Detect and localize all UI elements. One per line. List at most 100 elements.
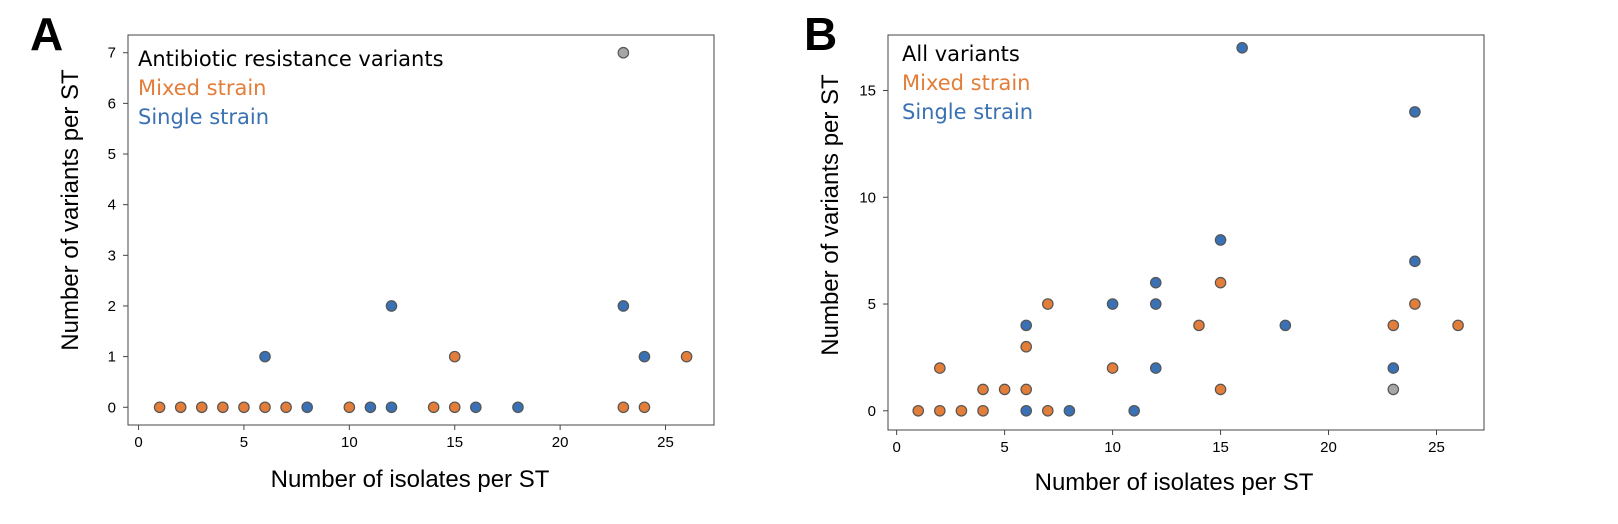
- panel-a-y-tick-label: 5: [108, 146, 116, 163]
- panel-b-x-tick-label: 5: [1000, 439, 1008, 456]
- panel-a-x-tick-label: 20: [552, 434, 569, 451]
- panel-b-x-tick-label: 25: [1428, 439, 1445, 456]
- panel-b-point-single: [1149, 362, 1162, 374]
- panel-b-legend-title: All variants: [902, 42, 1020, 66]
- panel-b-point-mixed: [912, 404, 925, 417]
- panel-a-point-single: [385, 401, 398, 414]
- panel-b-points: [912, 42, 1464, 417]
- panel-b-point-mixed: [934, 362, 946, 374]
- panel-a-x-tick-label: 15: [446, 434, 463, 451]
- panel-a-plot-frame: [127, 34, 715, 426]
- panel-a-y-tick-label: 3: [108, 247, 116, 264]
- panel-b-x-tick-label: 0: [892, 439, 900, 456]
- panel-a-x-tick-label: 5: [240, 434, 248, 451]
- panel-b-point-single: [1063, 404, 1076, 417]
- panel-a-point-mixed: [427, 401, 440, 414]
- panel-b-point-mixed: [1041, 404, 1054, 417]
- panel-a-y-axis-label: Number of variants per ST: [57, 69, 84, 351]
- panel-b-y-axis-label: Number of variants per ST: [817, 74, 844, 356]
- panel-a-point-mixed: [217, 401, 229, 414]
- panel-b-legend-mixed: Mixed strain: [902, 71, 1030, 95]
- panel-a-letter: A: [30, 8, 63, 60]
- panel-b-point-single: [1106, 298, 1119, 310]
- panel-b-y-tick-label: 5: [868, 296, 876, 313]
- panel-b-point-single: [1128, 404, 1140, 417]
- panel-b-point-mixed: [1041, 298, 1054, 310]
- panel-b-point-mixed: [955, 404, 968, 417]
- panel-b-point-single: [1020, 404, 1033, 417]
- panel-b-point-single: [1409, 255, 1421, 268]
- panel-b-x-tick-label: 10: [1104, 439, 1121, 456]
- panel-b-point-mixed: [977, 404, 989, 417]
- panel-a-y-tick-label: 2: [108, 298, 116, 315]
- panel-b-point-mixed: [1214, 276, 1227, 289]
- panel-a-point-mixed: [617, 401, 630, 414]
- panel-b-ticks: 0 5 10 15 20 25 0 5 10 15: [859, 83, 1445, 456]
- panel-b-point-mixed: [1387, 319, 1400, 332]
- panel-a-ticks: 0 5 10 15 20 25 0 1 2 3 4 5 6 7: [108, 45, 674, 451]
- panel-b-x-axis-label: Number of isolates per ST: [1035, 469, 1314, 496]
- panel-a-y-tick-label: 4: [108, 197, 116, 214]
- panel-a-point-both: [617, 46, 630, 59]
- panel-a-point-mixed: [448, 401, 461, 414]
- panel-b-letter: B: [804, 8, 837, 60]
- panel-a-point-single: [259, 350, 271, 363]
- panel-b-point-single: [1149, 298, 1162, 310]
- panel-b-legend-single: Single strain: [902, 100, 1033, 124]
- panel-a-point-mixed: [343, 401, 356, 414]
- panel-b-point-single: [1020, 319, 1033, 332]
- panel-a-point-single: [301, 401, 313, 414]
- panel-a-points: [153, 46, 693, 414]
- panel-a-point-single: [512, 401, 524, 414]
- panel-a-point-mixed: [638, 401, 651, 414]
- panel-a-y-tick-label: 6: [108, 95, 116, 112]
- panel-b-x-tick-label: 20: [1320, 439, 1337, 456]
- panel-b-plot-frame: [887, 34, 1485, 431]
- panel-b-point-mixed: [934, 404, 946, 417]
- panel-a-point-single: [385, 300, 398, 312]
- panel-b-point-single: [1236, 42, 1248, 54]
- panel-a-y-tick-label: 7: [108, 45, 116, 62]
- panel-a: A 0 5 10 15 20 25 0 1 2 3 4 5 6 7 Number of isolates …: [30, 8, 715, 493]
- panel-a-x-tick-label: 25: [657, 434, 674, 451]
- panel-a-point-mixed: [153, 401, 166, 414]
- panel-b-point-mixed: [1193, 319, 1205, 332]
- panel-a-legend-mixed: Mixed strain: [138, 76, 266, 100]
- panel-b-point-mixed: [1214, 383, 1227, 396]
- panel-a-point-mixed: [238, 401, 250, 414]
- panel-b-point-mixed: [977, 383, 989, 396]
- panel-a-x-tick-label: 10: [341, 434, 358, 451]
- panel-a-legend-single: Single strain: [138, 105, 269, 129]
- panel-b-point-single: [1279, 319, 1292, 332]
- panel-b-point-both: [1387, 383, 1400, 396]
- panel-b-point-mixed: [1020, 340, 1033, 353]
- panel-b-x-tick-label: 15: [1212, 439, 1229, 456]
- panel-a-point-single: [617, 300, 630, 312]
- panel-b: B 0 5 10 15 20 25 0 5 10 15 Number of isolates pe…: [804, 8, 1485, 496]
- panel-a-point-single: [364, 401, 377, 414]
- panel-a-point-single: [638, 350, 651, 363]
- panel-b-point-single: [1387, 362, 1400, 374]
- panel-b-point-mixed: [1020, 383, 1033, 396]
- panel-a-x-tick-label: 0: [134, 434, 142, 451]
- panel-b-point-mixed: [1106, 362, 1119, 374]
- panel-a-point-mixed: [680, 350, 693, 363]
- panel-b-point-single: [1214, 234, 1227, 246]
- panel-b-point-single: [1409, 106, 1421, 118]
- panel-a-y-tick-label: 1: [108, 349, 116, 366]
- panel-b-point-mixed: [1409, 298, 1421, 310]
- panel-b-y-tick-label: 10: [859, 189, 876, 206]
- panel-b-y-tick-label: 15: [859, 83, 876, 100]
- panel-b-y-tick-label: 0: [868, 403, 876, 420]
- panel-a-point-mixed: [280, 401, 292, 414]
- panel-a-point-mixed: [195, 401, 208, 414]
- panel-a-point-mixed: [448, 350, 461, 363]
- panel-a-y-tick-label: 0: [108, 399, 116, 416]
- panel-a-legend-title: Antibiotic resistance variants: [138, 47, 444, 71]
- panel-b-point-mixed: [998, 383, 1011, 396]
- panel-a-point-single: [470, 401, 482, 414]
- panel-a-x-axis-label: Number of isolates per ST: [271, 466, 550, 493]
- panel-b-point-single: [1149, 276, 1162, 289]
- panel-a-point-mixed: [174, 401, 187, 414]
